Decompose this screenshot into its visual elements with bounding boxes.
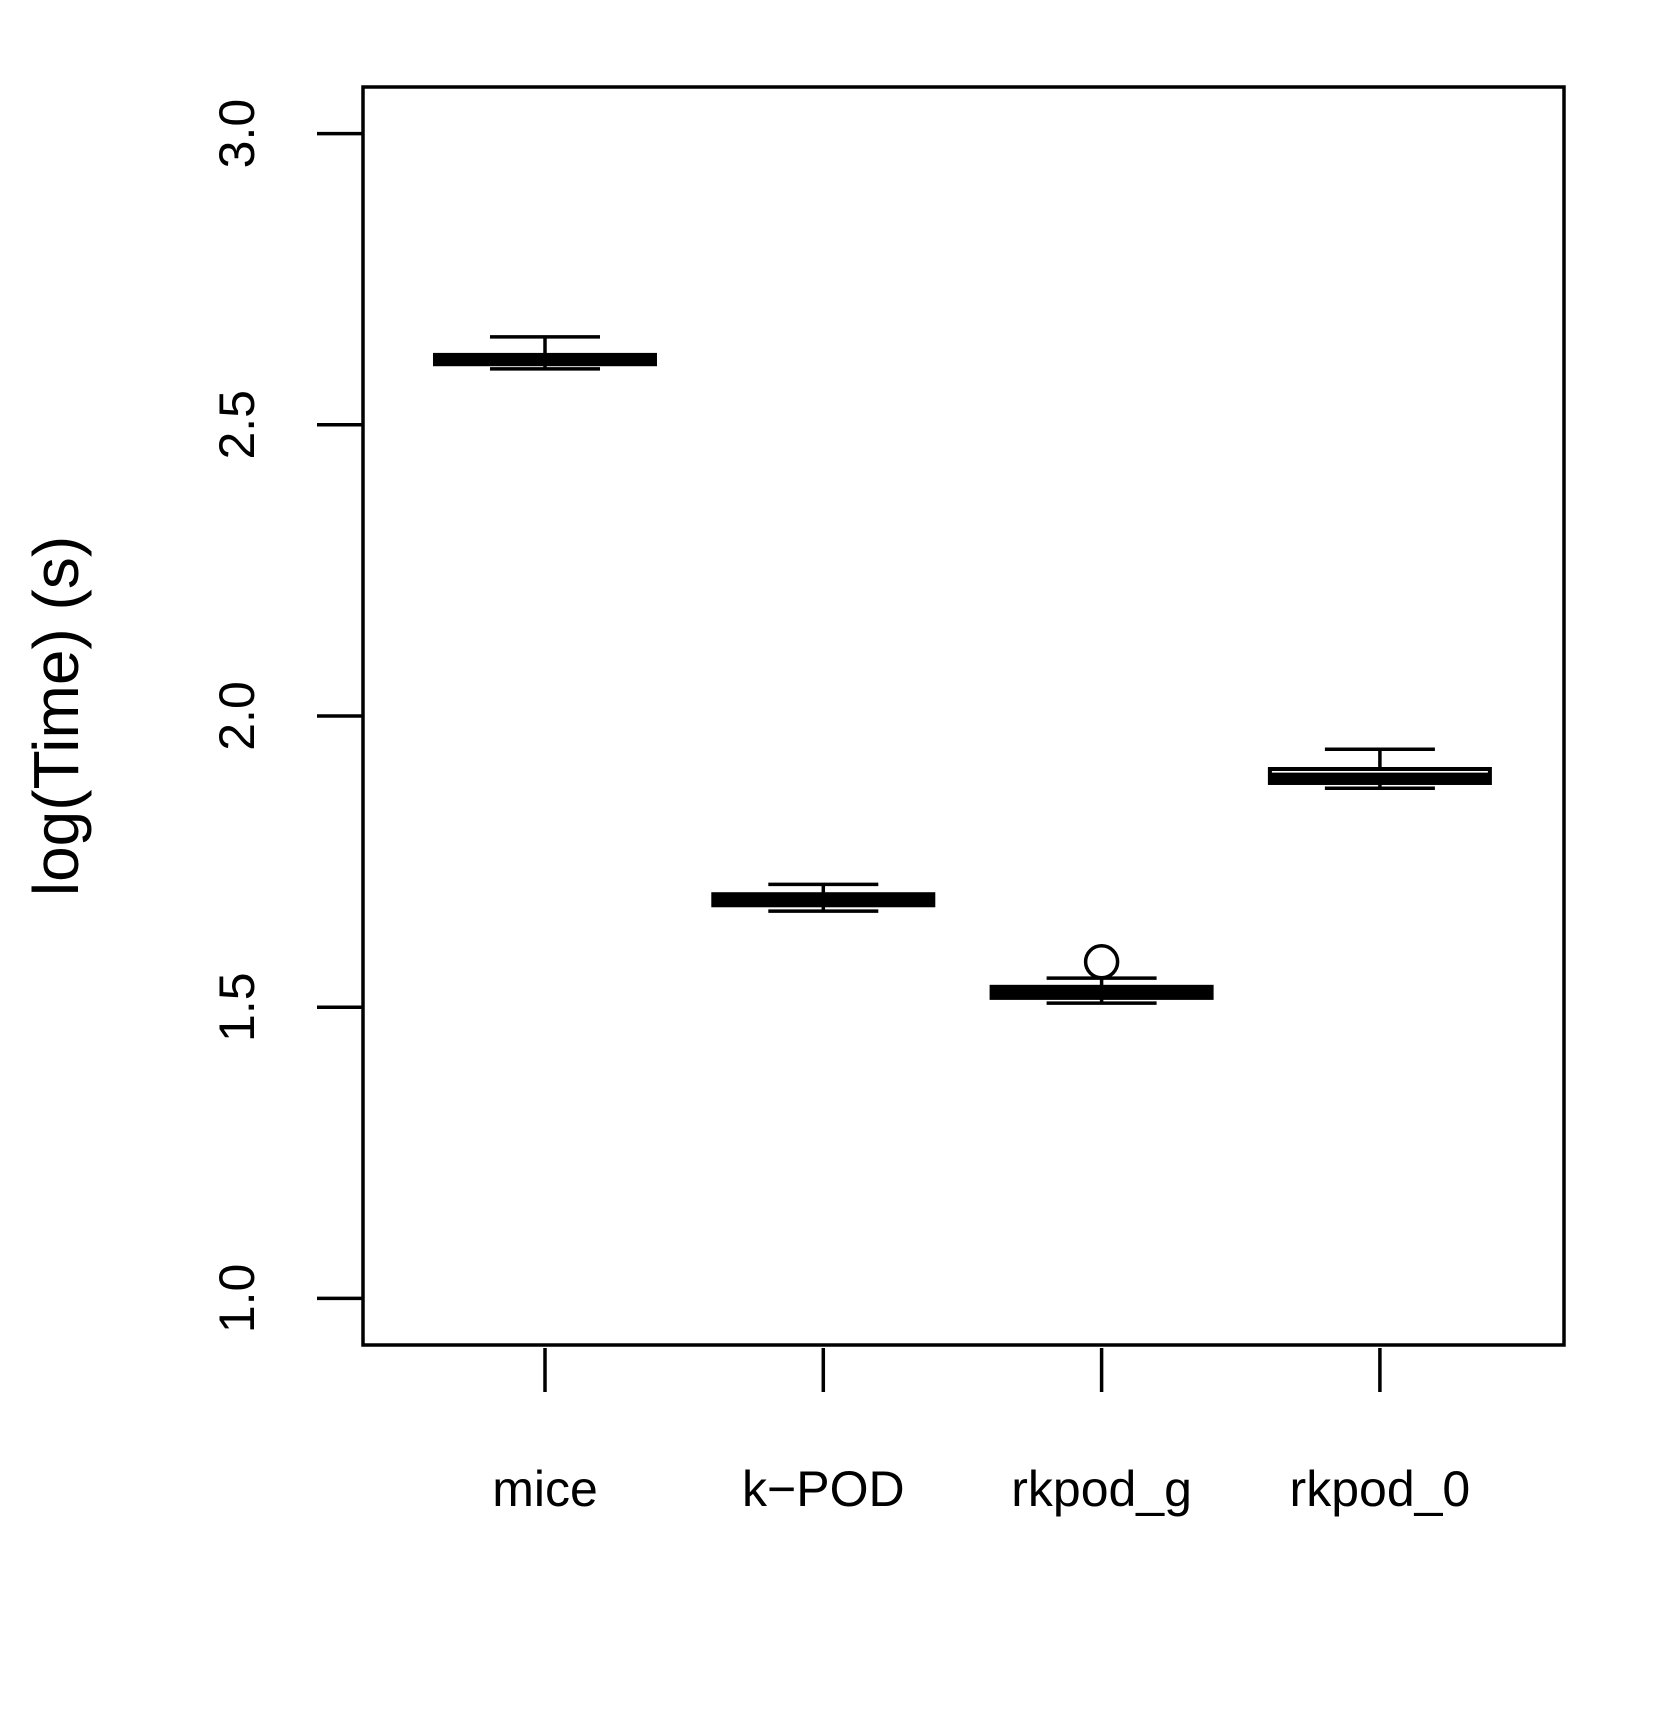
x-axis: mice k−POD rkpod_g rkpod_0 [492, 1348, 1470, 1517]
y-tick-label: 1.5 [209, 972, 265, 1042]
y-axis-label: log(Time) (s) [20, 536, 92, 896]
box-2 [711, 882, 936, 913]
y-tick-label: 1.0 [209, 1264, 265, 1334]
x-tick-label: k−POD [742, 1461, 905, 1517]
box-3 [989, 944, 1214, 1005]
x-tick-label: rkpod_g [1011, 1461, 1192, 1517]
x-tick-label: rkpod_0 [1290, 1461, 1471, 1517]
box-4 [1267, 747, 1492, 790]
x-tick-label: mice [492, 1461, 598, 1517]
plot-frame [361, 85, 1566, 1347]
box-1 [433, 335, 657, 371]
y-axis: 1.0 1.5 2.0 2.5 3.0 [209, 99, 363, 1333]
y-tick-label: 2.5 [209, 390, 265, 460]
y-tick-label: 2.0 [209, 681, 265, 751]
outlier-point [1083, 944, 1120, 980]
y-tick-label: 3.0 [209, 99, 265, 169]
